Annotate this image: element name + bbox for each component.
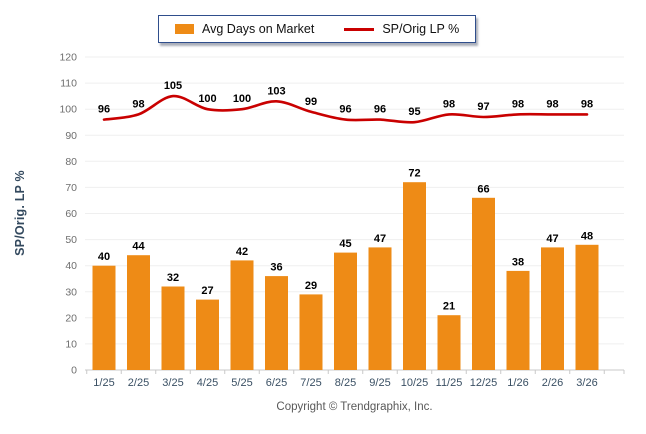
bar-value-label: 66: [477, 183, 489, 195]
bar: [472, 197, 495, 370]
x-tick-label: 2/26: [542, 377, 563, 389]
x-tick-label: 12/25: [470, 377, 498, 389]
legend-bar-label: Avg Days on Market: [202, 22, 315, 36]
bar-value-label: 47: [546, 233, 558, 245]
line-value-label: 98: [581, 98, 593, 110]
x-tick-label: 9/25: [369, 377, 390, 389]
line-value-label: 98: [512, 98, 524, 110]
line-value-label: 100: [233, 93, 251, 105]
y-tick-label: 30: [65, 286, 77, 298]
y-tick-label: 40: [65, 260, 77, 272]
x-tick-label: 11/25: [436, 377, 463, 389]
bar-value-label: 48: [581, 230, 593, 242]
legend: Avg Days on Market SP/Orig LP %: [158, 15, 477, 43]
y-tick-label: 50: [65, 234, 77, 246]
x-tick-label: 5/25: [231, 377, 252, 389]
bar: [196, 299, 219, 370]
bar: [368, 247, 392, 370]
y-tick-label: 120: [59, 52, 77, 64]
bar: [541, 247, 564, 370]
bar-value-label: 72: [408, 168, 420, 180]
x-tick-label: 1/26: [507, 377, 528, 389]
y-tick-label: 20: [65, 312, 77, 324]
line-value-label: 97: [477, 101, 489, 113]
x-tick-label: 2/25: [128, 377, 149, 389]
y-tick-label: 100: [59, 104, 77, 116]
bar-value-label: 38: [512, 256, 524, 268]
line-value-label: 105: [164, 80, 182, 92]
line-value-label: 95: [408, 106, 420, 118]
y-tick-label: 80: [65, 156, 77, 168]
line-value-label: 96: [98, 104, 110, 116]
line-value-label: 96: [339, 104, 351, 116]
line-value-label: 98: [132, 98, 144, 110]
bar: [437, 315, 461, 370]
line-value-label: 99: [305, 96, 317, 108]
bar-value-label: 32: [167, 272, 179, 284]
bar: [127, 255, 150, 370]
bar: [334, 252, 357, 370]
y-tick-label: 60: [65, 208, 77, 220]
legend-line-label: SP/Orig LP %: [382, 22, 460, 36]
y-tick-label: 90: [65, 130, 77, 142]
x-tick-label: 1/25: [93, 377, 114, 389]
bar-value-label: 27: [201, 285, 213, 297]
x-tick-label: 10/25: [401, 377, 429, 389]
bar-series-swatch-icon: [175, 24, 194, 34]
bar-value-label: 47: [374, 233, 386, 245]
bar: [161, 286, 185, 370]
y-tick-label: 110: [60, 78, 77, 90]
bar-value-label: 42: [236, 246, 248, 258]
line-series-swatch-icon: [344, 27, 375, 31]
bar-value-label: 36: [270, 262, 282, 274]
x-tick-label: 4/25: [197, 377, 218, 389]
bar-value-label: 44: [132, 241, 145, 253]
bar-value-label: 45: [339, 238, 351, 250]
x-tick-label: 3/26: [576, 377, 597, 389]
bar: [92, 265, 116, 370]
x-tick-label: 7/25: [300, 377, 321, 389]
y-tick-label: 70: [65, 182, 77, 194]
x-tick-label: 8/25: [335, 377, 356, 389]
trend-line: [102, 94, 589, 124]
bar: [265, 276, 288, 370]
copyright-text: Copyright © Trendgraphix, Inc.: [276, 401, 433, 413]
bar: [575, 244, 599, 370]
line-value-label: 100: [198, 93, 216, 105]
line-value-label: 96: [374, 104, 386, 116]
line-value-label: 98: [546, 98, 558, 110]
bar-value-label: 40: [98, 251, 110, 263]
line-value-label: 98: [443, 98, 455, 110]
bar-value-label: 29: [305, 280, 317, 292]
y-tick-label: 0: [71, 365, 77, 377]
y-axis-title: SP/Orig. LP %: [13, 170, 27, 256]
bar: [299, 294, 323, 370]
x-tick-label: 6/25: [266, 377, 287, 389]
line-value-label: 103: [267, 85, 285, 97]
bar: [230, 260, 254, 370]
x-tick-label: 3/25: [162, 377, 183, 389]
y-tick-label: 10: [65, 338, 77, 350]
bar: [506, 270, 530, 370]
bar: [403, 182, 426, 370]
bar-value-label: 21: [443, 301, 455, 313]
